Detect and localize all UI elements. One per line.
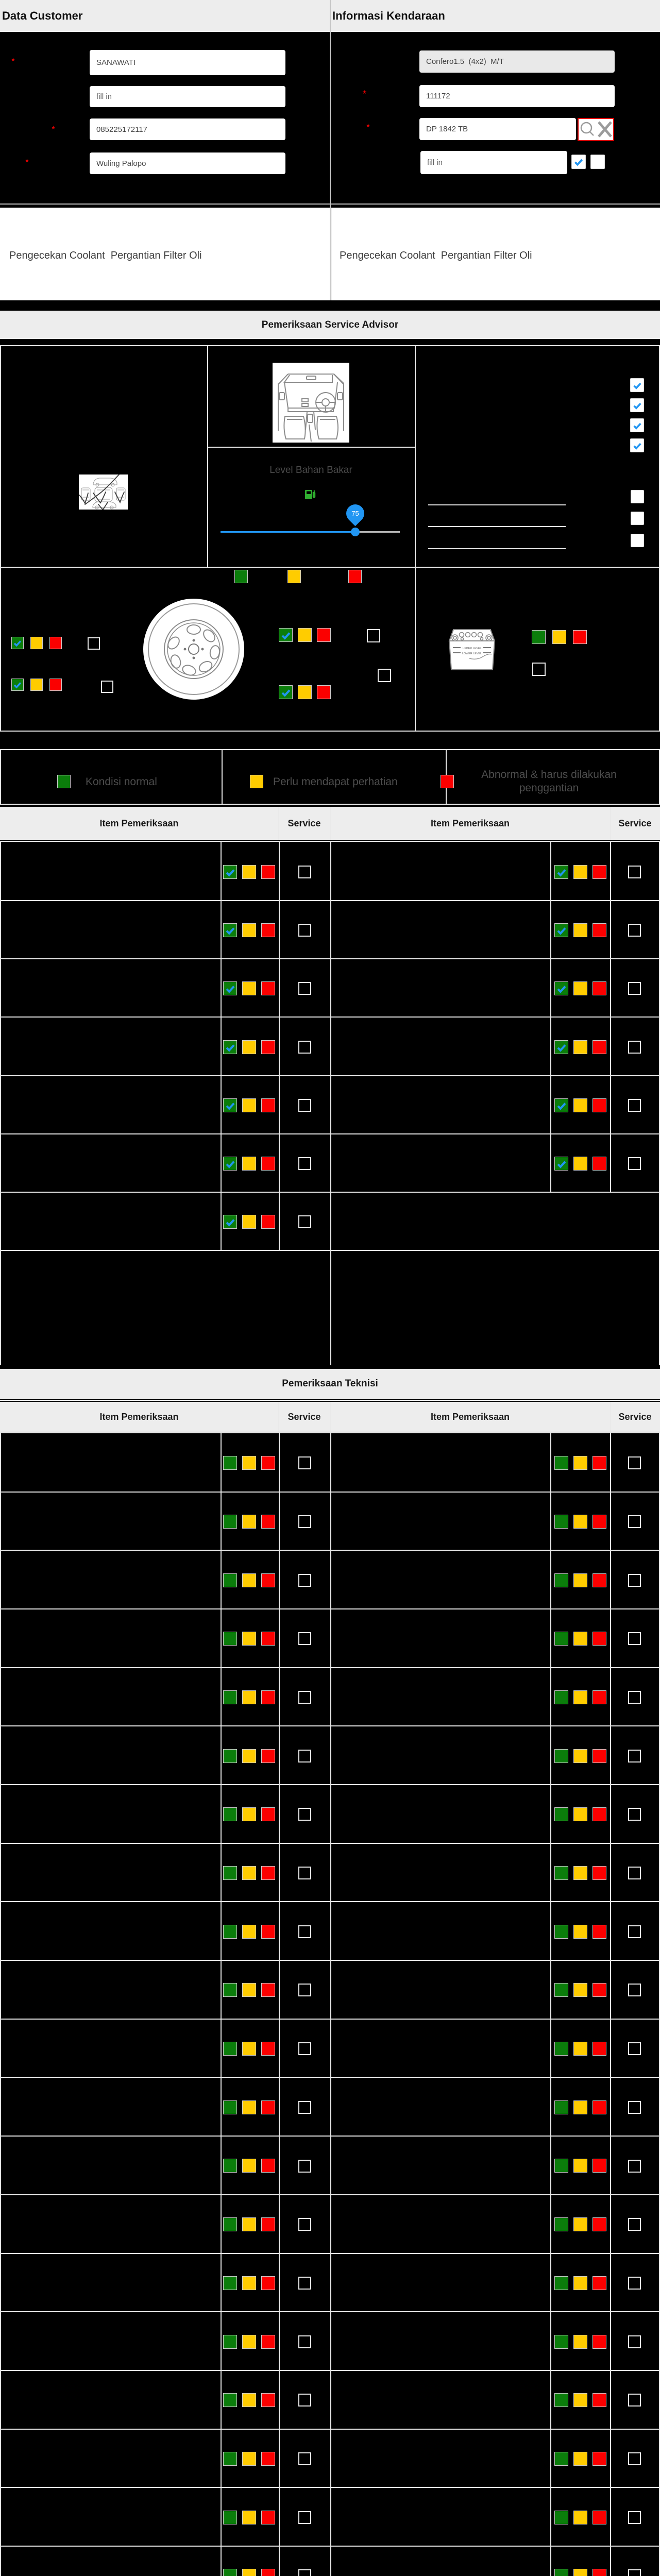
- svg-text:UPPER LEVEL: UPPER LEVEL: [463, 647, 482, 650]
- svg-text:LOWER LEVEL: LOWER LEVEL: [462, 652, 482, 655]
